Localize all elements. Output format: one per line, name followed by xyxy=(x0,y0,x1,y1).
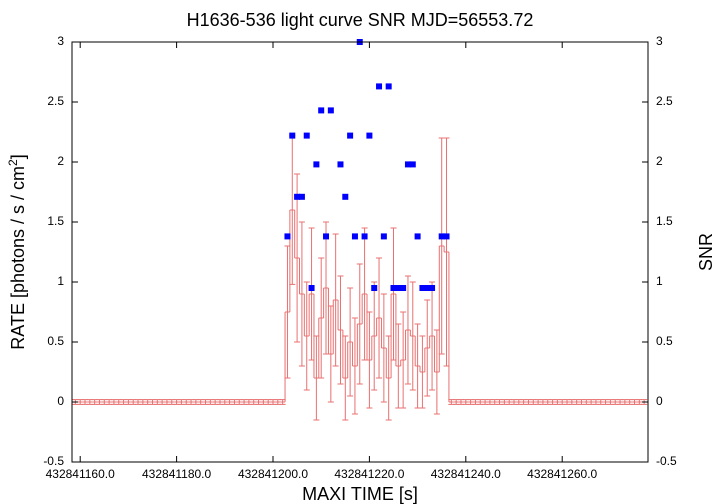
error-bar xyxy=(380,293,387,403)
plot-area xyxy=(72,39,648,421)
x-tick-label: 432841220.0 xyxy=(334,467,404,481)
snr-point xyxy=(347,132,354,139)
error-bar xyxy=(409,281,416,391)
snr-point xyxy=(313,161,320,168)
y-tick-label: 3 xyxy=(57,34,64,48)
error-bar xyxy=(356,263,363,385)
x-tick-label: 432841180.0 xyxy=(142,467,212,481)
y-tick-label: 0.5 xyxy=(47,334,64,348)
error-bar xyxy=(294,173,301,343)
y-tick-label: 0 xyxy=(57,394,64,408)
y2-tick-label: 1.5 xyxy=(656,214,673,228)
error-bar xyxy=(298,221,305,367)
y2-tick-label: 0 xyxy=(656,394,663,408)
x-tick-label: 432841200.0 xyxy=(238,467,308,481)
y2-tick-label: 2.5 xyxy=(656,94,673,108)
error-bar xyxy=(347,287,354,397)
y2-axis-label: SNR xyxy=(696,233,716,271)
y2-tick-label: 2 xyxy=(656,154,663,168)
snr-point xyxy=(361,233,368,240)
error-bar xyxy=(342,335,349,421)
snr-point xyxy=(385,83,392,90)
y-tick-label: 2.5 xyxy=(47,94,64,108)
y2-tick-label: 3 xyxy=(656,34,663,48)
x-tick-label: 432841240.0 xyxy=(431,467,501,481)
y-tick-label: 1.5 xyxy=(47,214,64,228)
error-bar xyxy=(318,257,325,379)
snr-point xyxy=(371,285,378,291)
snr-point xyxy=(289,132,296,139)
snr-point xyxy=(323,233,330,240)
error-bar xyxy=(424,299,431,397)
error-bar xyxy=(400,311,407,409)
snr-point xyxy=(390,285,397,291)
y-tick-label: -0.5 xyxy=(43,454,64,468)
y-tick-label: 1 xyxy=(57,274,64,288)
error-bar xyxy=(404,275,411,385)
y-axis-label: RATE [photons / s / cm2] xyxy=(6,154,28,349)
error-bar xyxy=(332,233,339,367)
snr-point xyxy=(337,161,344,168)
error-bar xyxy=(351,317,358,415)
error-bar xyxy=(366,311,373,409)
snr-point xyxy=(376,83,383,90)
snr-point xyxy=(308,285,315,291)
snr-point xyxy=(327,107,334,114)
error-bar xyxy=(303,281,310,391)
snr-point xyxy=(400,285,407,291)
snr-point xyxy=(438,233,445,240)
error-bar xyxy=(371,281,378,391)
snr-point xyxy=(318,107,325,114)
snr-point xyxy=(424,285,431,291)
snr-point xyxy=(298,193,305,200)
snr-point xyxy=(284,233,291,240)
chart-title: H1636-536 light curve SNR MJD=56553.72 xyxy=(187,10,534,30)
x-tick-label: 432841260.0 xyxy=(527,467,597,481)
x-tick-label: 432841160.0 xyxy=(46,467,116,481)
y2-tick-label: -0.5 xyxy=(656,454,677,468)
snr-point xyxy=(342,193,349,200)
y-label-sup: 2 xyxy=(6,159,20,166)
snr-point xyxy=(429,285,436,291)
snr-point xyxy=(443,233,450,240)
x-axis-label: MAXI TIME [s] xyxy=(302,484,418,504)
snr-point xyxy=(380,233,387,240)
snr-point xyxy=(409,161,416,168)
snr-point xyxy=(414,233,421,240)
y2-tick-label: 1 xyxy=(656,274,663,288)
snr-point xyxy=(366,132,373,139)
error-bar xyxy=(337,275,344,385)
snr-point xyxy=(395,285,402,291)
snr-point xyxy=(294,193,301,200)
error-bar xyxy=(419,335,426,409)
y-tick-label: 2 xyxy=(57,154,64,168)
plot-frame xyxy=(71,41,649,463)
snr-point xyxy=(404,161,411,168)
y2-tick-label: 0.5 xyxy=(656,334,673,348)
error-bar xyxy=(429,281,436,391)
snr-point xyxy=(419,285,426,291)
error-bar xyxy=(376,257,383,379)
y-label-text: RATE [photons / s / cm xyxy=(8,166,28,350)
snr-point xyxy=(303,132,310,139)
y-label-end: ] xyxy=(8,154,28,159)
snr-point xyxy=(351,233,358,240)
